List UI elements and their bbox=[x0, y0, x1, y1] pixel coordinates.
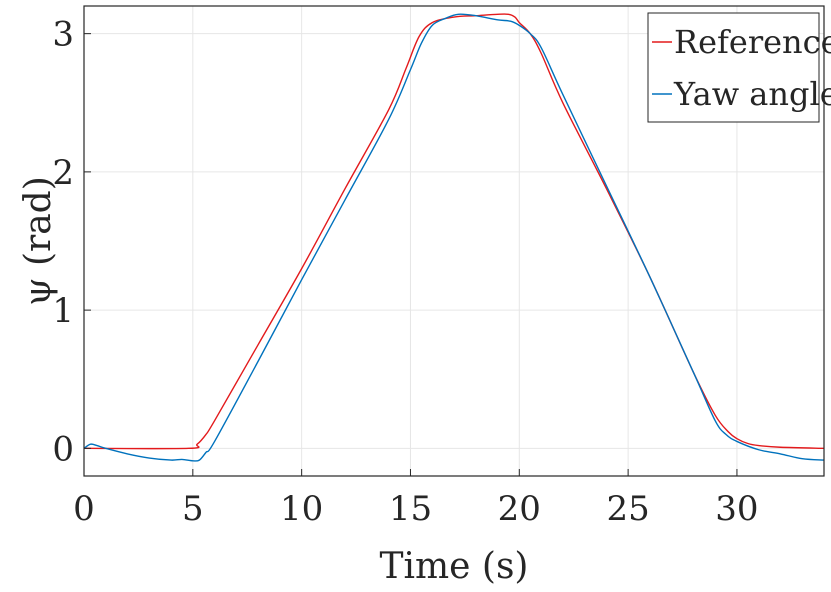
x-tick-label: 15 bbox=[389, 489, 432, 529]
grid bbox=[83, 6, 824, 476]
y-tick-label: 2 bbox=[52, 153, 74, 193]
series-line-reference bbox=[83, 13, 825, 450]
ticks: 0 5 10 15 20 25 30 0 1 2 3 bbox=[52, 15, 758, 529]
legend-label-yaw-angle: Yaw angle bbox=[673, 75, 831, 113]
legend-label-reference: Reference bbox=[674, 23, 831, 61]
y-axis-label: ψ (rad) bbox=[18, 176, 59, 305]
series-line-yaw-angle bbox=[83, 13, 825, 462]
x-axis-label: Time (s) bbox=[380, 546, 529, 587]
x-tick-label: 0 bbox=[73, 489, 95, 529]
y-tick-label: 3 bbox=[52, 15, 74, 55]
y-tick-label: 1 bbox=[52, 291, 74, 331]
legend-box bbox=[647, 12, 820, 123]
series-lines bbox=[83, 13, 825, 462]
legend: Reference Yaw angle bbox=[647, 12, 831, 123]
y-tick-label: 0 bbox=[52, 429, 74, 469]
x-tick-label: 10 bbox=[280, 489, 323, 529]
plot-frame bbox=[83, 5, 825, 477]
x-tick-label: 5 bbox=[182, 489, 204, 529]
x-tick-label: 25 bbox=[606, 489, 649, 529]
x-tick-label: 30 bbox=[715, 489, 758, 529]
x-tick-label: 20 bbox=[498, 489, 541, 529]
